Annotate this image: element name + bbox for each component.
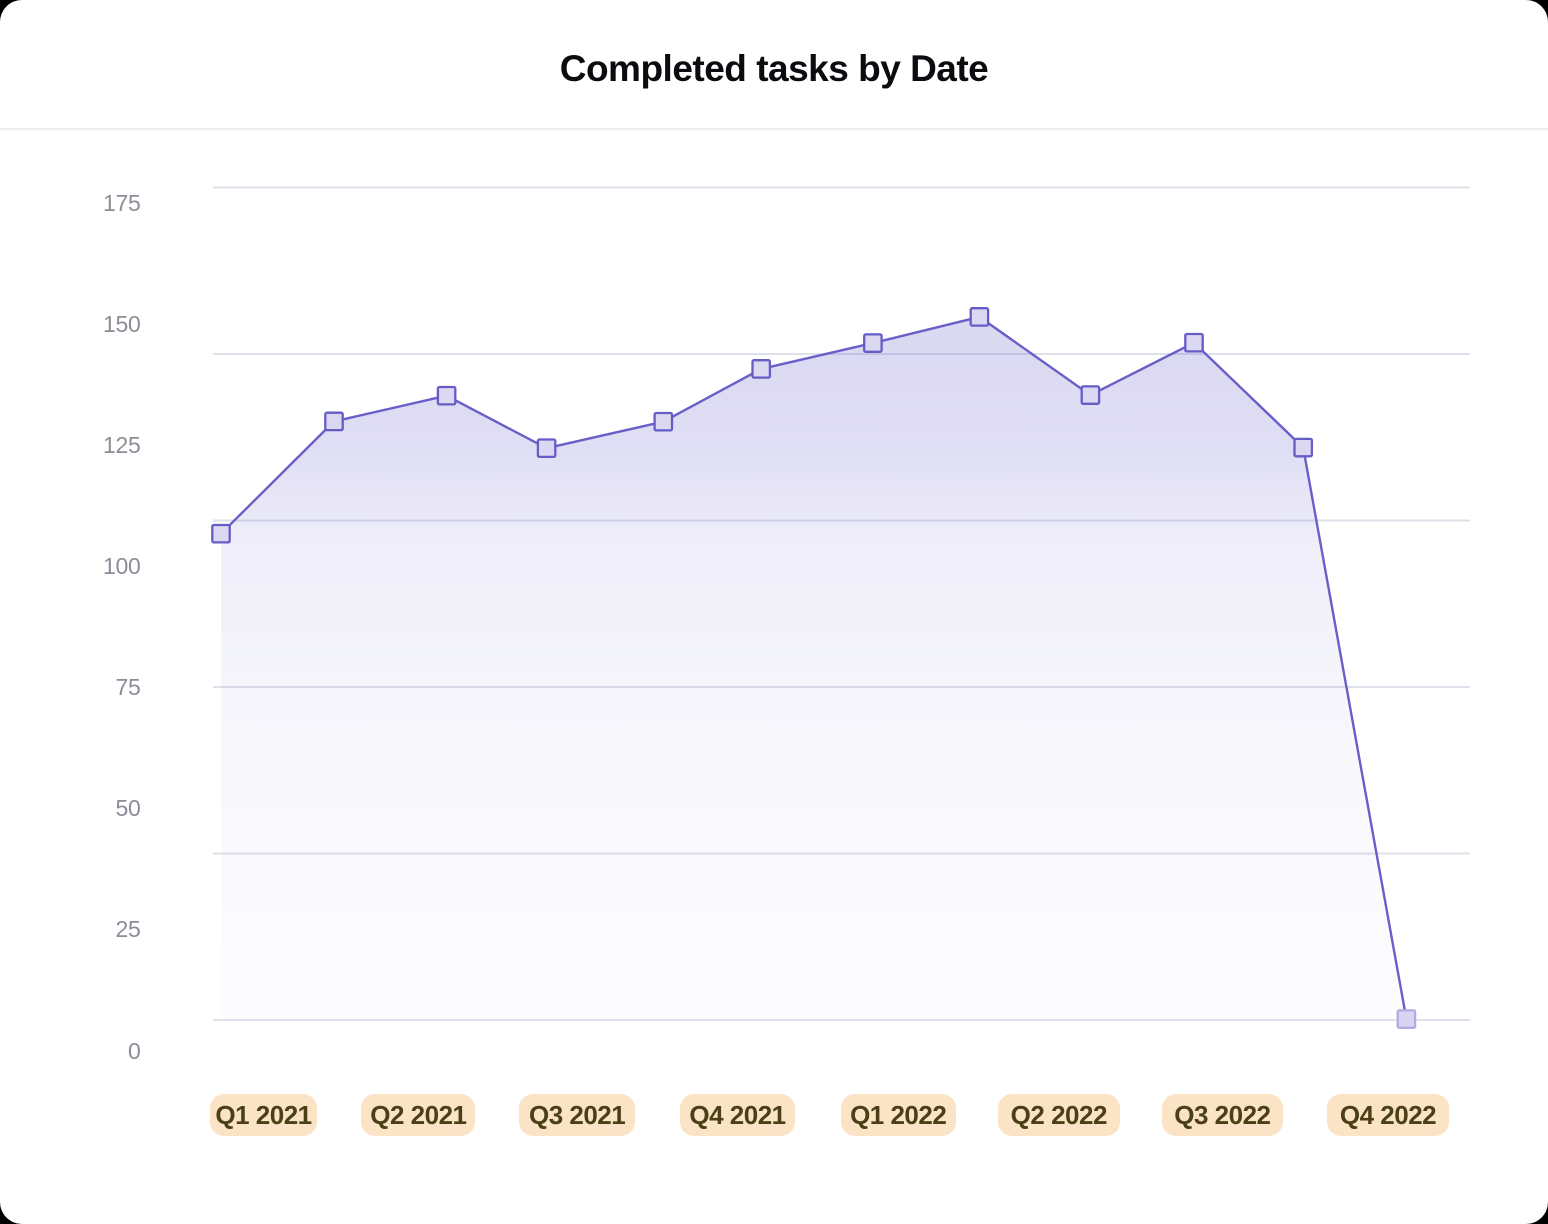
svg-text:175: 175: [103, 190, 140, 216]
svg-text:75: 75: [116, 674, 141, 700]
svg-text:125: 125: [103, 432, 140, 458]
svg-text:150: 150: [103, 311, 140, 337]
svg-text:100: 100: [103, 553, 140, 579]
svg-text:0: 0: [128, 1038, 141, 1064]
svg-text:25: 25: [116, 916, 141, 942]
svg-text:50: 50: [116, 795, 141, 821]
